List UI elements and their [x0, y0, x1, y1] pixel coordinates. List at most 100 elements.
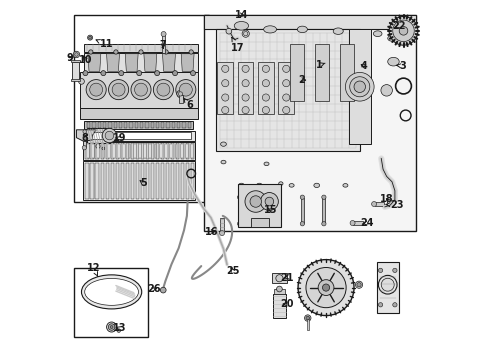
Circle shape — [355, 281, 363, 288]
Bar — [91, 163, 94, 199]
Bar — [98, 144, 99, 158]
Ellipse shape — [256, 183, 262, 188]
Bar — [186, 163, 190, 199]
Ellipse shape — [234, 22, 248, 30]
Polygon shape — [84, 44, 198, 51]
Bar — [108, 144, 110, 158]
Circle shape — [178, 92, 183, 96]
Text: 9: 9 — [67, 53, 74, 63]
Bar — [136, 163, 139, 199]
Polygon shape — [238, 62, 253, 114]
Circle shape — [221, 80, 229, 87]
Circle shape — [304, 315, 311, 321]
Circle shape — [371, 202, 377, 207]
Circle shape — [89, 36, 92, 39]
Circle shape — [350, 77, 370, 97]
Polygon shape — [84, 53, 198, 72]
Ellipse shape — [85, 278, 139, 305]
Circle shape — [245, 191, 267, 212]
Bar — [167, 122, 170, 129]
Bar — [124, 122, 127, 129]
Circle shape — [318, 280, 334, 296]
Bar — [172, 122, 175, 129]
Circle shape — [238, 195, 242, 199]
Circle shape — [89, 50, 93, 54]
Circle shape — [399, 27, 408, 35]
Circle shape — [276, 275, 283, 282]
Bar — [123, 144, 125, 158]
Polygon shape — [71, 79, 80, 81]
Circle shape — [164, 50, 168, 54]
Circle shape — [262, 65, 270, 72]
Bar — [155, 144, 156, 158]
Bar — [129, 122, 133, 129]
Circle shape — [322, 195, 326, 199]
Text: 13: 13 — [113, 324, 126, 333]
Ellipse shape — [373, 31, 382, 37]
Polygon shape — [83, 141, 195, 160]
Bar — [85, 143, 89, 159]
Circle shape — [108, 324, 115, 330]
Ellipse shape — [297, 26, 307, 33]
Ellipse shape — [343, 184, 348, 187]
Bar — [131, 163, 134, 199]
Polygon shape — [72, 62, 79, 80]
Bar — [171, 143, 174, 159]
Bar — [161, 122, 165, 129]
Ellipse shape — [221, 160, 226, 164]
Ellipse shape — [381, 85, 392, 96]
Bar — [176, 163, 179, 199]
Text: 10: 10 — [79, 54, 92, 64]
Bar — [140, 122, 143, 129]
Circle shape — [298, 260, 354, 316]
Bar — [126, 163, 129, 199]
Bar — [139, 144, 141, 158]
Polygon shape — [84, 121, 193, 129]
Bar — [160, 144, 162, 158]
Ellipse shape — [220, 142, 226, 146]
Circle shape — [83, 130, 87, 134]
Polygon shape — [340, 44, 354, 101]
Text: 14: 14 — [235, 10, 248, 20]
Bar — [149, 144, 151, 158]
Circle shape — [306, 267, 346, 308]
Bar — [134, 144, 136, 158]
Polygon shape — [83, 131, 195, 140]
Circle shape — [242, 30, 249, 37]
Bar — [375, 202, 384, 206]
Text: 5: 5 — [140, 178, 147, 188]
Bar — [116, 143, 119, 159]
Bar — [186, 143, 190, 159]
Bar — [128, 144, 130, 158]
Bar — [301, 198, 304, 223]
Bar — [166, 143, 169, 159]
Bar — [175, 144, 177, 158]
Bar — [83, 140, 86, 147]
Bar — [135, 122, 138, 129]
Text: 21: 21 — [280, 273, 294, 283]
Ellipse shape — [264, 162, 269, 166]
Bar — [272, 273, 287, 283]
Bar — [96, 143, 98, 159]
Circle shape — [88, 35, 93, 40]
Circle shape — [153, 80, 173, 100]
Circle shape — [74, 53, 78, 56]
Polygon shape — [315, 44, 329, 101]
Circle shape — [262, 94, 270, 101]
Circle shape — [117, 329, 121, 332]
Ellipse shape — [279, 182, 283, 185]
Circle shape — [283, 94, 290, 101]
Bar — [191, 143, 195, 159]
Circle shape — [262, 107, 270, 114]
Bar — [176, 143, 179, 159]
Circle shape — [283, 65, 290, 72]
Circle shape — [119, 71, 124, 76]
Text: 24: 24 — [360, 218, 374, 228]
Bar — [121, 163, 124, 199]
Polygon shape — [83, 161, 195, 200]
Bar — [322, 198, 325, 223]
Bar — [254, 198, 257, 223]
Bar — [156, 163, 159, 199]
Circle shape — [276, 286, 282, 292]
Bar — [126, 143, 129, 159]
